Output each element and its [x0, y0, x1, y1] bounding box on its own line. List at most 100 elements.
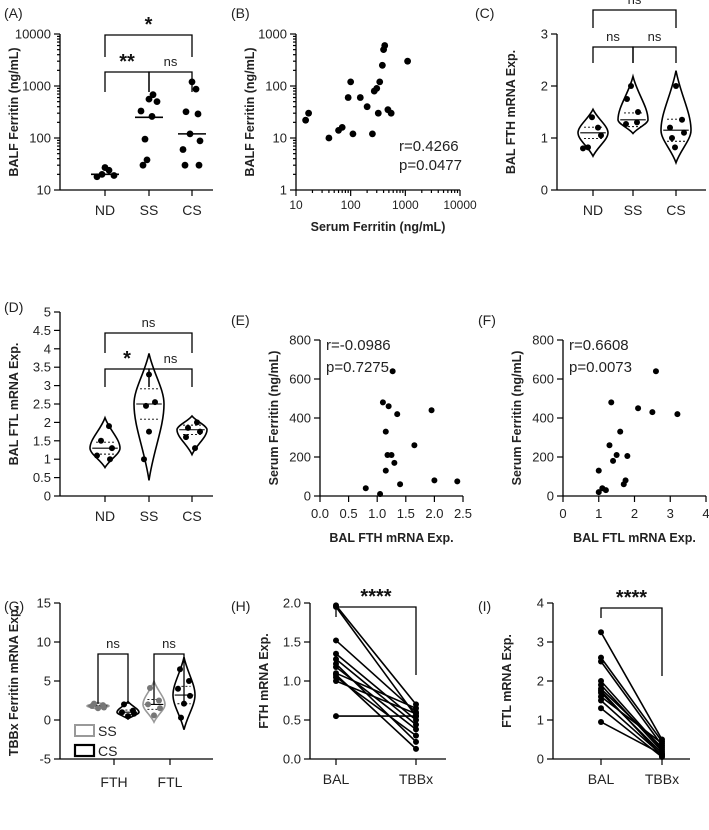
data-point	[143, 156, 151, 164]
y-tick-label: 2	[537, 674, 544, 689]
significance-bracket	[335, 606, 417, 675]
data-point	[374, 109, 382, 117]
x-tick-label: ND	[583, 202, 603, 218]
x-tick-label: 1.5	[397, 506, 415, 521]
x-tick-label: CS	[182, 508, 201, 524]
data-point	[94, 452, 100, 459]
y-tick-label: 1	[541, 131, 548, 146]
legend-label-cs: CS	[98, 743, 117, 759]
pair-line	[600, 657, 663, 742]
data-point	[107, 456, 113, 463]
violin-shape	[172, 657, 196, 730]
pair-line	[600, 721, 663, 756]
significance-bracket	[600, 607, 663, 676]
data-point	[413, 726, 419, 733]
y-axis-label: BAL FTL mRNA Exp.	[7, 343, 21, 466]
y-tick-label: 0	[547, 489, 554, 504]
y-tick-label: 0.0	[283, 752, 301, 767]
panel-label: (B)	[231, 5, 250, 21]
y-tick-label: 100	[265, 79, 287, 94]
significance-label: **	[119, 51, 135, 73]
significance-bracket	[104, 71, 150, 92]
data-point	[302, 116, 310, 124]
correlation-r: r=-0.0986	[326, 337, 391, 354]
significance-label: ****	[360, 586, 391, 608]
y-tick-label: 400	[289, 411, 311, 426]
x-tick-label: SS	[140, 202, 159, 218]
data-point	[183, 434, 189, 441]
data-point	[119, 709, 125, 716]
data-point	[145, 95, 153, 103]
data-point	[185, 424, 191, 431]
significance-bracket	[148, 368, 193, 387]
y-tick-label: 0	[44, 713, 51, 728]
pair-line	[600, 688, 663, 748]
y-axis-label: Serum Ferritin (ng/mL)	[510, 351, 524, 486]
y-tick-label: 0	[541, 183, 548, 198]
data-point	[192, 85, 200, 93]
data-point	[373, 84, 381, 92]
x-tick-label: 0	[559, 506, 566, 521]
y-tick-label: 4	[44, 341, 51, 356]
data-point	[349, 130, 357, 138]
data-point	[149, 91, 157, 99]
violin-shape	[142, 678, 166, 725]
data-point	[652, 368, 659, 375]
data-point	[598, 132, 604, 139]
data-point	[131, 710, 137, 717]
y-tick-label: 1	[280, 183, 287, 198]
data-point	[623, 120, 629, 127]
data-point	[362, 485, 369, 492]
y-tick-label: 1.5	[283, 635, 301, 650]
panel-label: (D)	[4, 299, 23, 315]
data-point	[622, 477, 629, 484]
violin-shape	[617, 73, 649, 135]
data-point	[333, 656, 339, 663]
data-point	[156, 697, 162, 704]
data-point	[404, 57, 411, 65]
pair-line	[335, 663, 417, 743]
y-axis-label: BALF Ferritin (ng/mL)	[243, 47, 257, 176]
pair-line	[600, 690, 663, 757]
data-point	[667, 124, 673, 131]
panel-label: (I)	[478, 598, 491, 614]
panel-d-chart: (D) 0 0.5 1 1.5 2 2.5 3 3.5 4 4.5 5 BAL FTL mRNA Exp…	[4, 299, 213, 524]
y-tick-label: 2	[44, 415, 51, 430]
data-point	[179, 146, 187, 153]
data-point	[387, 109, 395, 117]
data-point	[628, 83, 634, 89]
x-tick-label: TBBx	[645, 771, 679, 787]
violin-shape	[660, 70, 692, 166]
data-point	[595, 467, 602, 474]
y-tick-label: 0.5	[33, 470, 51, 485]
correlation-r: r=0.6608	[569, 337, 629, 354]
data-point	[672, 144, 678, 151]
y-axis-label: BALF Ferritin (ng/mL)	[7, 47, 21, 176]
panel-i-chart: (I) 0 1 2 3 4 FTL mRNA Exp. BAL TBBx ****	[478, 587, 690, 787]
x-tick-label: 2	[631, 506, 638, 521]
data-point	[305, 109, 312, 117]
data-point	[610, 457, 617, 464]
y-tick-label: 100	[29, 131, 51, 146]
significance-bracket	[153, 653, 185, 704]
data-point	[411, 442, 418, 449]
data-point	[624, 96, 630, 102]
data-point	[153, 98, 161, 106]
data-point	[673, 83, 679, 89]
data-point	[177, 666, 183, 673]
significance-bracket	[104, 332, 193, 353]
y-tick-label: 3.5	[33, 360, 51, 375]
data-point	[454, 478, 461, 485]
x-tick-label: BAL	[323, 771, 350, 787]
data-point	[121, 701, 127, 708]
y-axis-label: Serum Ferritin (ng/mL)	[267, 351, 281, 486]
x-tick-label: ND	[95, 508, 115, 524]
data-point	[391, 459, 398, 466]
y-tick-label: 1.0	[283, 674, 301, 689]
significance-bracket	[592, 9, 677, 28]
y-tick-label: 800	[289, 333, 311, 348]
data-point	[333, 637, 339, 644]
y-tick-label: 3	[541, 27, 548, 42]
